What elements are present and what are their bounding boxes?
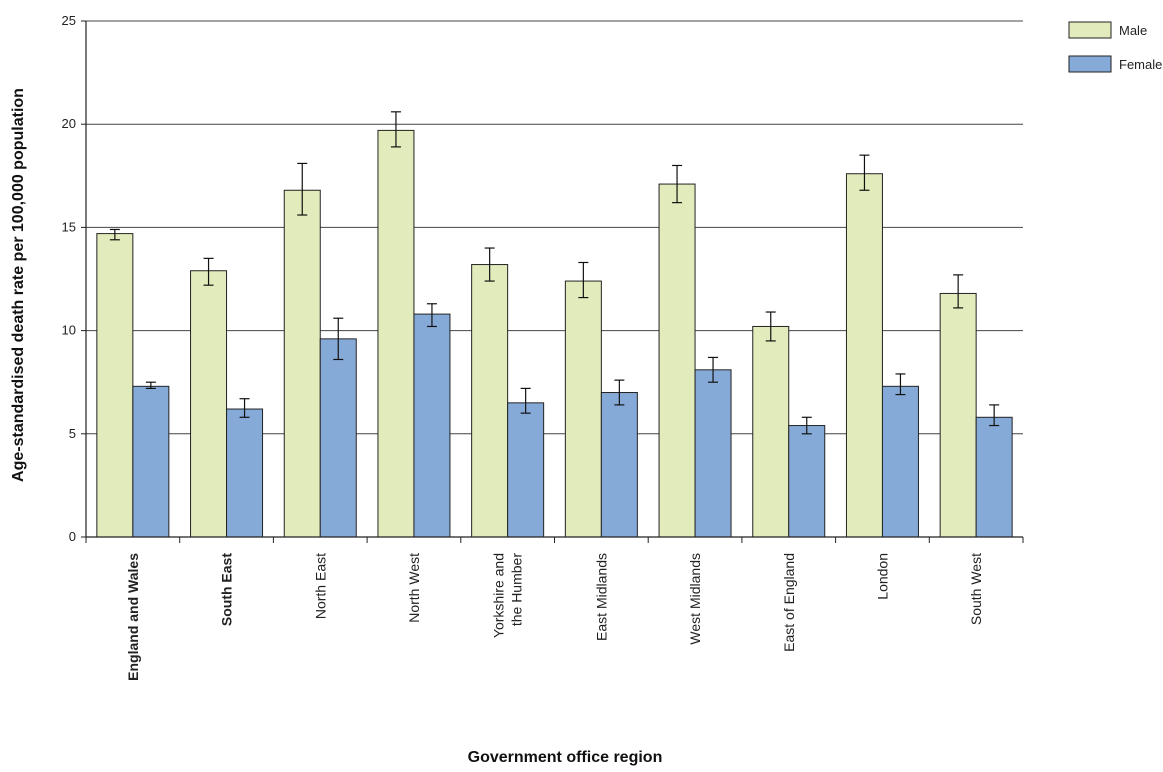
- bar-female-0: [132, 385, 170, 538]
- bar-male-0: [96, 233, 134, 538]
- bar-female-4: [507, 402, 545, 538]
- y-tick-label-0: 0: [69, 529, 76, 544]
- bar-female-2: [319, 338, 357, 538]
- legend: Male Female: [1068, 21, 1162, 73]
- bar-female-1: [226, 408, 264, 538]
- y-tick-label-25: 25: [62, 13, 76, 28]
- bar-male-8: [845, 173, 883, 538]
- x-category-label: North East: [312, 553, 328, 619]
- bar-male-3: [377, 129, 415, 538]
- legend-label-male: Male: [1119, 23, 1147, 38]
- bar-male-5: [564, 280, 602, 538]
- bar-male-2: [283, 189, 321, 538]
- x-axis-title: Government office region: [468, 749, 663, 766]
- y-tick-label-20: 20: [62, 116, 76, 131]
- bar-female-6: [694, 369, 732, 538]
- x-category-label: Yorkshire and the Humber: [491, 553, 525, 638]
- error-bars: [109, 111, 1000, 435]
- bar-male-7: [752, 325, 790, 538]
- bar-male-9: [939, 292, 977, 538]
- bars: [96, 129, 1013, 538]
- x-category-label: East of England: [781, 553, 797, 652]
- bar-female-3: [413, 313, 451, 538]
- bar-female-7: [788, 425, 826, 538]
- y-tick-label-5: 5: [69, 426, 76, 441]
- y-tick-label-10: 10: [62, 323, 76, 338]
- axes: [81, 20, 1024, 543]
- axis-labels: 0 5 10 15 20 25 England and Wales South East Nor…: [62, 13, 985, 681]
- x-category-label: West Midlands: [687, 553, 703, 645]
- bar-male-4: [471, 264, 509, 538]
- x-category-label: South East: [219, 553, 235, 626]
- y-axis-title: Age-standardised death rate per 100,000 …: [10, 88, 27, 482]
- x-category-label: North West: [406, 553, 422, 623]
- bar-female-9: [975, 416, 1013, 538]
- x-category-label: England and Wales: [125, 553, 141, 681]
- bar-male-6: [658, 183, 696, 538]
- legend-label-female: Female: [1119, 57, 1162, 72]
- x-category-label: East Midlands: [593, 553, 609, 641]
- x-category-label: South West: [968, 553, 984, 625]
- legend-swatch-female: [1068, 55, 1112, 73]
- legend-swatch-male: [1068, 21, 1112, 39]
- bar-female-8: [881, 385, 919, 538]
- bar-male-1: [190, 270, 228, 538]
- bar-female-5: [600, 392, 638, 538]
- y-tick-label-15: 15: [62, 219, 76, 234]
- x-category-label: London: [874, 553, 890, 600]
